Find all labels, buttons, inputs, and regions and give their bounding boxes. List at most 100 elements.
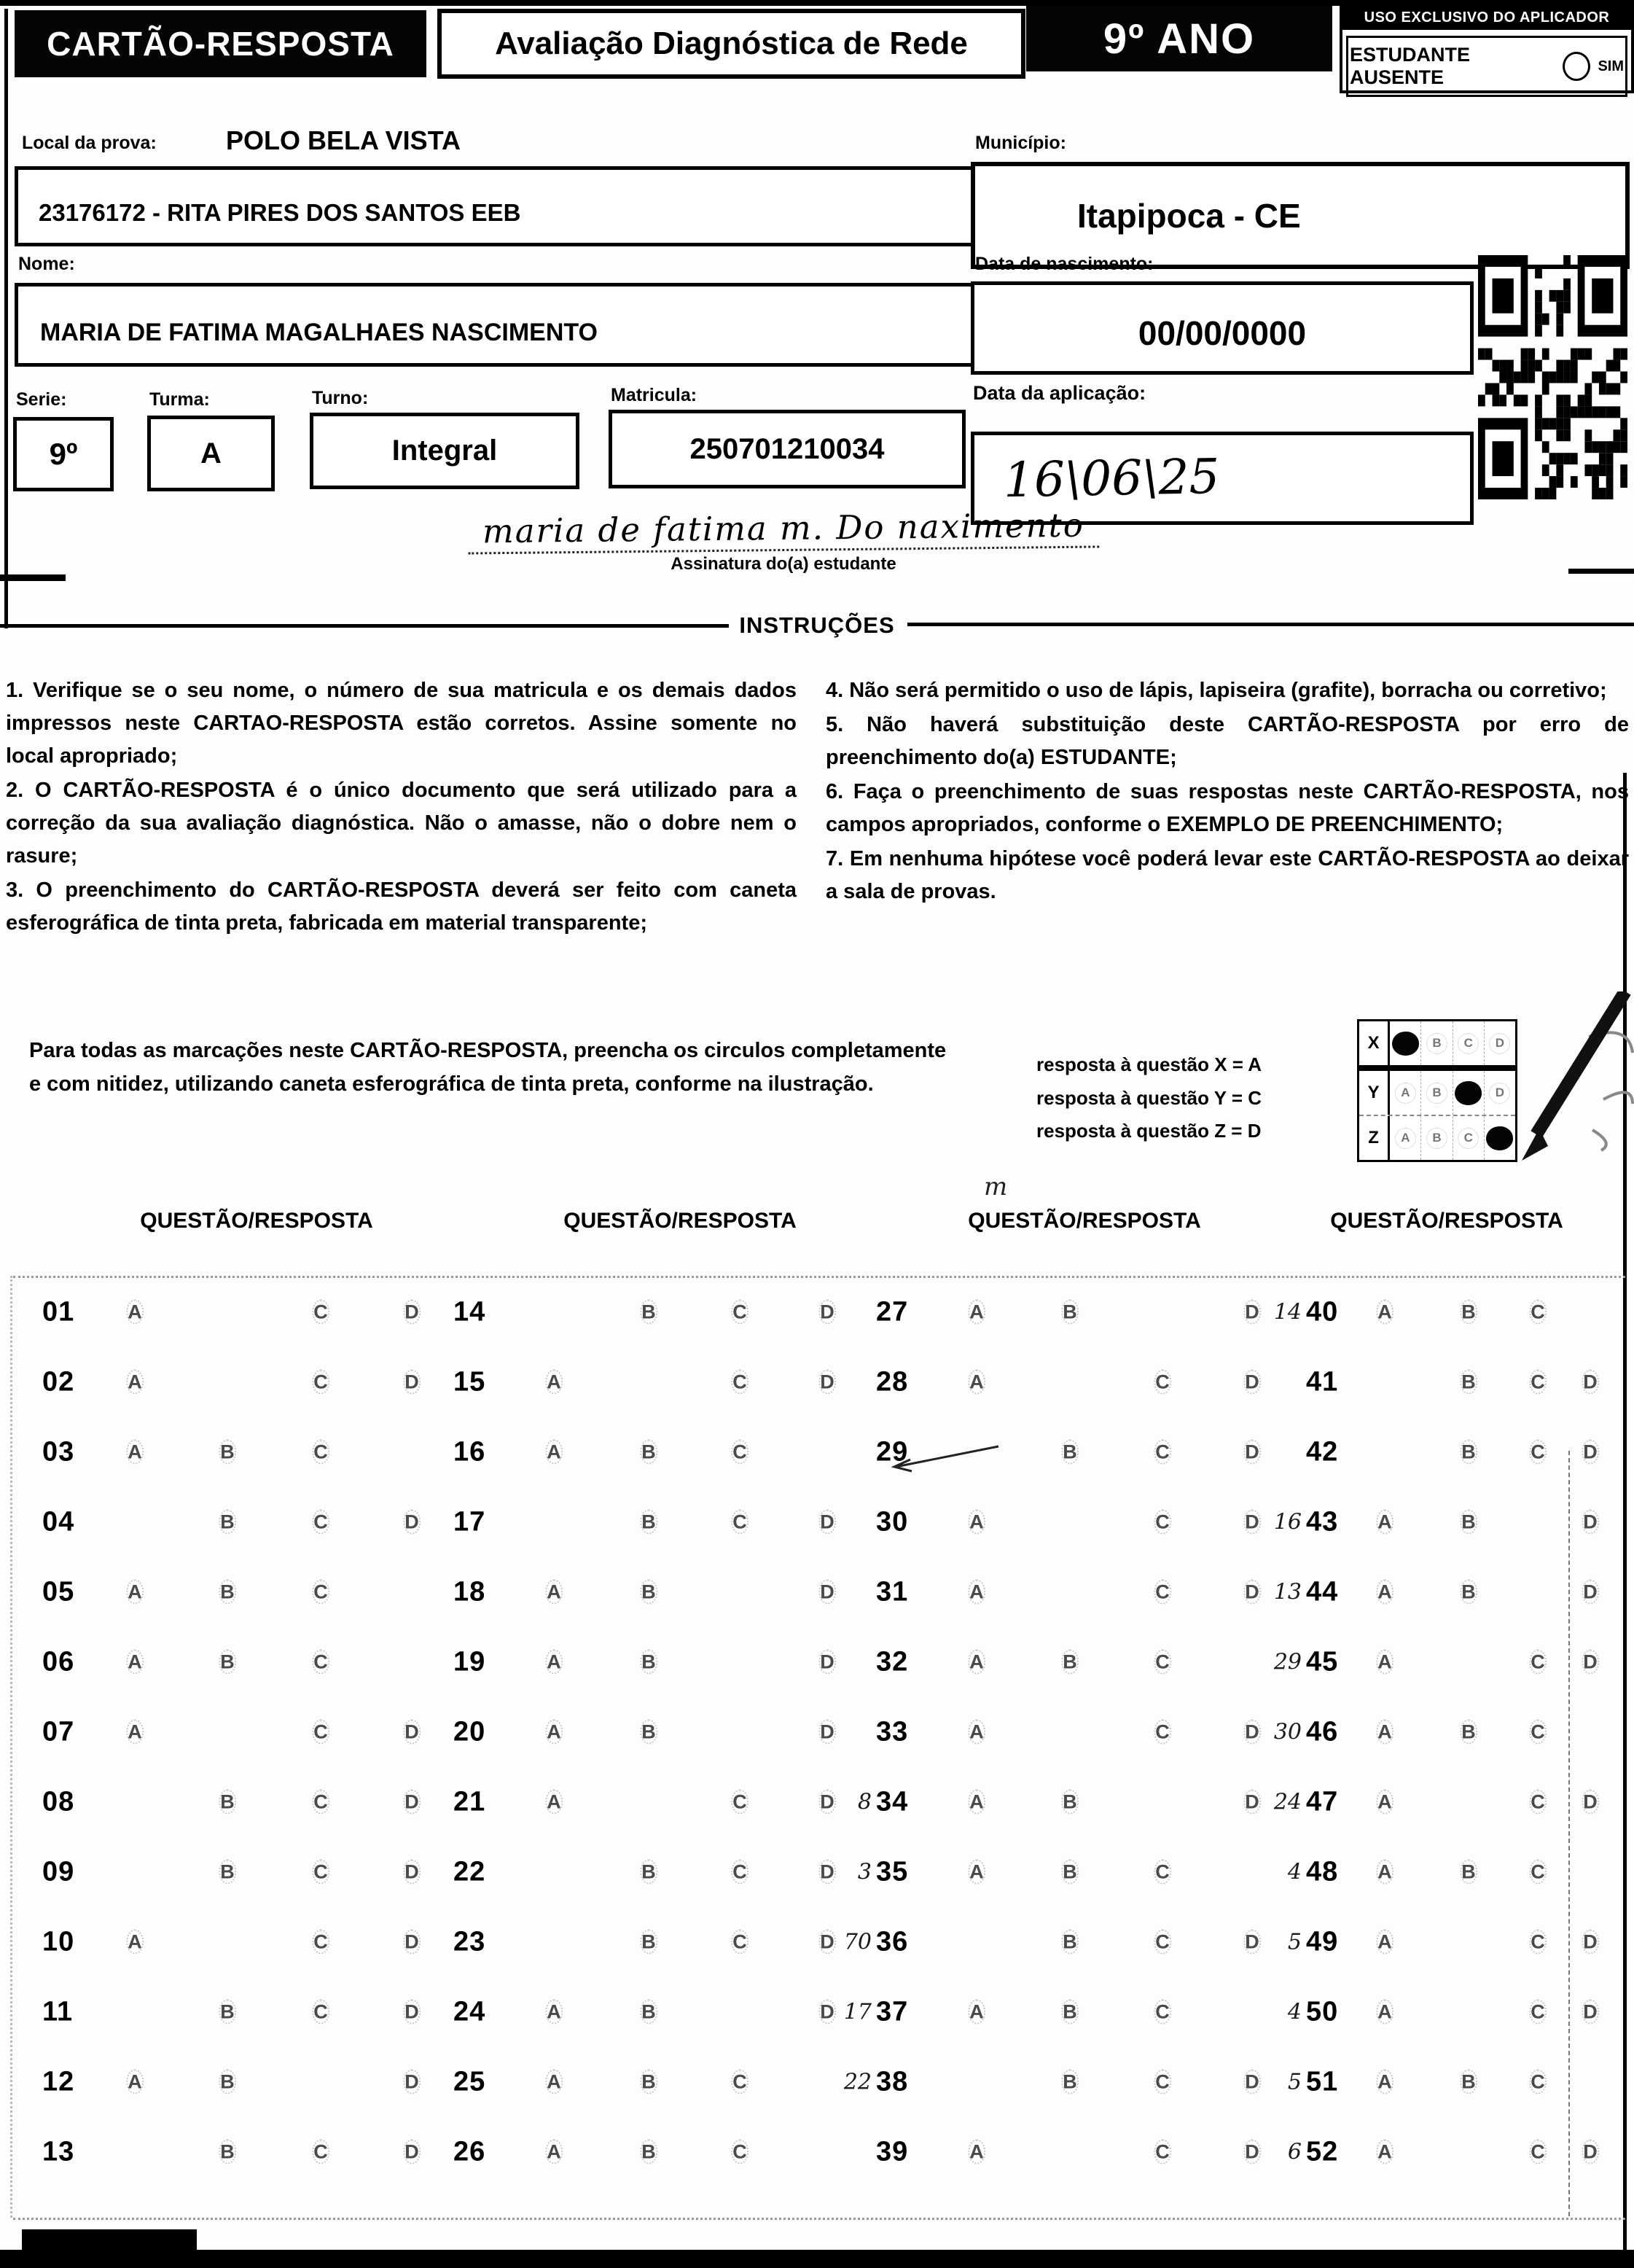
option-letter: C <box>1529 1789 1547 1815</box>
option-letter: A <box>1376 1929 1393 1955</box>
answer-option-A: A <box>968 1783 985 1822</box>
answer-option-B: B <box>219 1853 236 1892</box>
answer-row: 09 B C D <box>13 1837 421 1907</box>
answer-option-C: C <box>731 2133 748 2172</box>
answer-option-D: D <box>403 1853 421 1892</box>
option-letter: C <box>731 1929 748 1955</box>
option-letter: A <box>126 2069 144 2094</box>
answer-row: 10 A C D <box>13 1907 421 1977</box>
option-letter: C <box>1154 1719 1171 1745</box>
answer-option-A: A <box>1376 1713 1393 1752</box>
option-letter: A <box>126 1299 144 1325</box>
option-letter: D <box>818 1719 836 1745</box>
answer-row: 4 50 A C D <box>1239 1977 1625 2047</box>
option-letter: C <box>1529 1439 1547 1465</box>
example-option-letter: C <box>1458 1032 1479 1054</box>
option-letter: B <box>1460 1579 1477 1605</box>
answer-row: 16 A B C <box>408 1417 831 1487</box>
option-letter: D <box>403 1999 421 2025</box>
answer-row: 24 A B D <box>408 1977 836 2047</box>
question-number: 10 <box>42 1926 75 1957</box>
example-cell <box>1390 1021 1422 1065</box>
option-letter: C <box>731 2069 748 2094</box>
option-letter: D <box>1582 1439 1599 1465</box>
option-letter: A <box>545 2069 563 2094</box>
turma-value: A <box>200 437 222 469</box>
option-letter: D <box>818 1789 836 1815</box>
answer-option-C: C <box>1529 1853 1547 1892</box>
answer-option-B: B <box>1460 1713 1477 1752</box>
answer-option-A: A <box>968 2133 985 2172</box>
question-number: 50 <box>1306 1996 1339 2027</box>
answer-option-D: D <box>1243 1573 1261 1612</box>
option-letter: B <box>640 1929 657 1955</box>
option-letter: A <box>968 1789 985 1815</box>
option-letter: A <box>545 1999 563 2025</box>
answer-option-D: D <box>1582 2133 1599 2172</box>
answer-option-A: A <box>1376 2133 1393 2172</box>
answer-option-D: D <box>818 1643 836 1682</box>
name-label: Nome: <box>18 254 75 274</box>
option-letter: D <box>1582 1789 1599 1815</box>
answer-row: 20 A B D <box>408 1697 836 1767</box>
option-letter: B <box>1460 1299 1477 1325</box>
option-letter: D <box>1243 1929 1261 1955</box>
option-letter: D <box>403 1509 421 1535</box>
option-letter: C <box>731 1369 748 1395</box>
option-letter: B <box>640 1439 657 1465</box>
grid-bottom-divider <box>13 2218 1625 2220</box>
answer-option-D: D <box>1582 1433 1599 1472</box>
option-letter: C <box>1154 1439 1171 1465</box>
answer-row: 33 A C D <box>831 1697 1261 1767</box>
answer-option-C: C <box>1154 1503 1171 1542</box>
answer-option-B: B <box>640 1503 657 1542</box>
absent-label: ESTUDANTE AUSENTE <box>1350 44 1471 88</box>
question-number: 17 <box>453 1506 486 1538</box>
answer-option-B: B <box>1061 1853 1079 1892</box>
answer-row: 41 B C D <box>1239 1347 1625 1417</box>
birth-label: Data de nascimento: <box>975 254 1154 274</box>
answer-row: 29 45 A C D <box>1239 1627 1625 1697</box>
option-letter: A <box>968 2139 985 2164</box>
option-letter: C <box>731 1439 748 1465</box>
answer-row: 31 A C D <box>831 1557 1261 1627</box>
answer-option-B: B <box>640 2063 657 2102</box>
question-number: 24 <box>453 1996 486 2027</box>
answer-option-B: B <box>640 1713 657 1752</box>
matricula-box: 250701210034 <box>609 410 966 488</box>
option-letter: D <box>818 1299 836 1325</box>
option-letter: B <box>1460 1439 1477 1465</box>
answer-option-A: A <box>545 1783 563 1822</box>
answer-row: 12 A B D <box>13 2047 421 2117</box>
local-label: Local da prova: <box>22 133 157 153</box>
answer-option-C: C <box>1529 1293 1547 1332</box>
answer-option-A: A <box>545 1643 563 1682</box>
applicator-box: USO EXCLUSIVO DO APLICADOR ESTUDANTE AUS… <box>1340 3 1634 97</box>
example-captions: resposta à questão X = A resposta à quest… <box>1036 1048 1350 1148</box>
example-option-letter: B <box>1426 1127 1448 1149</box>
instruction-item: 3. O preenchimento do CARTÃO-RESPOSTA de… <box>6 878 797 935</box>
option-letter: A <box>1376 2069 1393 2094</box>
stray-handwritten-mark: m <box>984 1172 1008 1201</box>
answer-option-A: A <box>545 1433 563 1472</box>
question-number: 42 <box>1306 1436 1339 1468</box>
option-letter: C <box>312 1439 329 1465</box>
answer-option-A: A <box>126 1433 144 1472</box>
signature-handwritten: maria de fatima m. Do naximento <box>467 505 1100 555</box>
answer-row: 15 A C D <box>408 1347 836 1417</box>
option-letter: D <box>818 1649 836 1675</box>
answer-option-D: D <box>1243 1433 1261 1472</box>
answer-row: 25 A B C <box>408 2047 831 2117</box>
answer-option-D: D <box>1582 1363 1599 1402</box>
option-letter: D <box>403 1859 421 1885</box>
instruction-item: 4. Não será permitido o uso de lápis, la… <box>826 679 1607 702</box>
pen-scratch-arrow-icon <box>891 1445 999 1473</box>
matricula-label: Matricula: <box>611 385 697 405</box>
answer-option-A: A <box>1376 1573 1393 1612</box>
question-number: 06 <box>42 1646 75 1677</box>
question-number: 49 <box>1306 1926 1339 1957</box>
turno-box: Integral <box>310 413 579 489</box>
option-letter: A <box>545 1369 563 1395</box>
answer-option-C: C <box>312 1853 329 1892</box>
option-letter: A <box>968 1859 985 1885</box>
